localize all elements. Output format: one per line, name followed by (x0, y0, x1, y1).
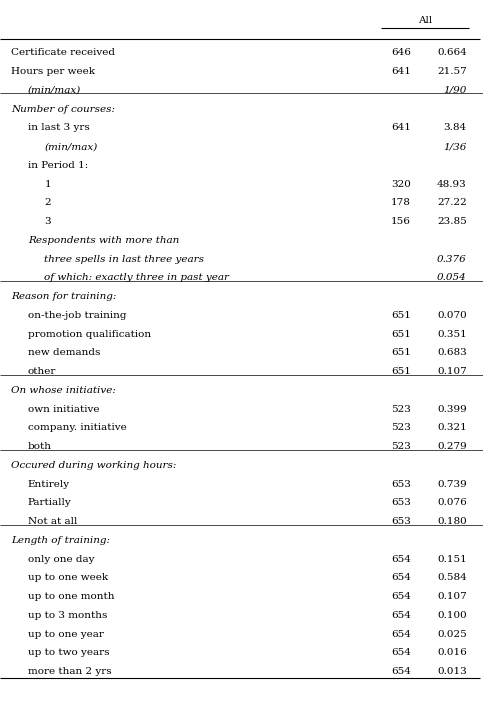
Text: 654: 654 (391, 555, 411, 563)
Text: 0.151: 0.151 (437, 555, 467, 563)
Text: 0.180: 0.180 (437, 518, 467, 526)
Text: up to one month: up to one month (28, 592, 114, 601)
Text: 0.584: 0.584 (437, 573, 467, 583)
Text: in Period 1:: in Period 1: (28, 161, 88, 170)
Text: Partially: Partially (28, 498, 71, 508)
Text: 0.016: 0.016 (437, 648, 467, 658)
Text: Length of training:: Length of training: (11, 536, 110, 545)
Text: 0.013: 0.013 (437, 667, 467, 676)
Text: company. initiative: company. initiative (28, 423, 127, 433)
Text: 156: 156 (391, 217, 411, 226)
Text: Occured during working hours:: Occured during working hours: (11, 461, 176, 470)
Text: Certificate received: Certificate received (11, 49, 115, 57)
Text: 178: 178 (391, 199, 411, 207)
Text: in last 3 yrs: in last 3 yrs (28, 124, 89, 132)
Text: 651: 651 (391, 349, 411, 358)
Text: 0.376: 0.376 (437, 255, 467, 264)
Text: 654: 654 (391, 648, 411, 658)
Text: Number of courses:: Number of courses: (11, 105, 115, 114)
Text: 0.025: 0.025 (437, 630, 467, 638)
Text: 654: 654 (391, 667, 411, 676)
Text: 641: 641 (391, 67, 411, 76)
Text: 3.84: 3.84 (443, 124, 467, 132)
Text: 654: 654 (391, 592, 411, 601)
Text: 1/90: 1/90 (443, 86, 467, 95)
Text: 651: 651 (391, 311, 411, 320)
Text: up to one year: up to one year (28, 630, 104, 638)
Text: promotion qualification: promotion qualification (28, 329, 151, 339)
Text: 48.93: 48.93 (437, 180, 467, 189)
Text: on-the-job training: on-the-job training (28, 311, 126, 320)
Text: own initiative: own initiative (28, 404, 99, 414)
Text: 0.054: 0.054 (437, 274, 467, 283)
Text: 0.664: 0.664 (437, 49, 467, 57)
Text: 653: 653 (391, 480, 411, 489)
Text: 27.22: 27.22 (437, 199, 467, 207)
Text: 654: 654 (391, 630, 411, 638)
Text: 0.107: 0.107 (437, 592, 467, 601)
Text: 654: 654 (391, 611, 411, 620)
Text: new demands: new demands (28, 349, 100, 358)
Text: 651: 651 (391, 329, 411, 339)
Text: 523: 523 (391, 404, 411, 414)
Text: 653: 653 (391, 518, 411, 526)
Text: On whose initiative:: On whose initiative: (11, 386, 116, 395)
Text: 0.739: 0.739 (437, 480, 467, 489)
Text: 0.321: 0.321 (437, 423, 467, 433)
Text: 3: 3 (44, 217, 51, 226)
Text: Entirely: Entirely (28, 480, 70, 489)
Text: 653: 653 (391, 498, 411, 508)
Text: 646: 646 (391, 49, 411, 57)
Text: All: All (418, 16, 432, 25)
Text: 23.85: 23.85 (437, 217, 467, 226)
Text: only one day: only one day (28, 555, 94, 563)
Text: 1: 1 (44, 180, 51, 189)
Text: Not at all: Not at all (28, 518, 77, 526)
Text: 2: 2 (44, 199, 51, 207)
Text: of which: exactly three in past year: of which: exactly three in past year (44, 274, 229, 283)
Text: other: other (28, 367, 56, 376)
Text: Hours per week: Hours per week (11, 67, 95, 76)
Text: 0.076: 0.076 (437, 498, 467, 508)
Text: 0.070: 0.070 (437, 311, 467, 320)
Text: up to two years: up to two years (28, 648, 109, 658)
Text: both: both (28, 442, 52, 451)
Text: more than 2 yrs: more than 2 yrs (28, 667, 112, 676)
Text: 641: 641 (391, 124, 411, 132)
Text: 0.279: 0.279 (437, 442, 467, 451)
Text: up to one week: up to one week (28, 573, 108, 583)
Text: 21.57: 21.57 (437, 67, 467, 76)
Text: Respondents with more than: Respondents with more than (28, 236, 179, 245)
Text: three spells in last three years: three spells in last three years (44, 255, 204, 264)
Text: (min/max): (min/max) (28, 86, 81, 95)
Text: (min/max): (min/max) (44, 142, 98, 151)
Text: 0.351: 0.351 (437, 329, 467, 339)
Text: up to 3 months: up to 3 months (28, 611, 107, 620)
Text: 1/36: 1/36 (443, 142, 467, 151)
Text: 523: 523 (391, 423, 411, 433)
Text: 0.399: 0.399 (437, 404, 467, 414)
Text: 0.100: 0.100 (437, 611, 467, 620)
Text: 651: 651 (391, 367, 411, 376)
Text: 523: 523 (391, 442, 411, 451)
Text: 320: 320 (391, 180, 411, 189)
Text: 0.683: 0.683 (437, 349, 467, 358)
Text: 0.107: 0.107 (437, 367, 467, 376)
Text: Reason for training:: Reason for training: (11, 292, 116, 301)
Text: 654: 654 (391, 573, 411, 583)
